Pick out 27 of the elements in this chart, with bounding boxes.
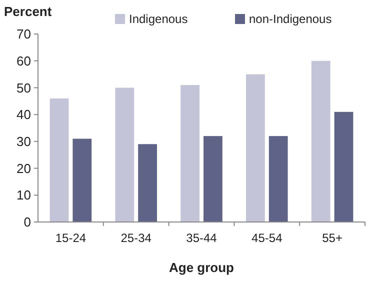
x-tick-label: 15-24 xyxy=(55,231,86,245)
y-tick-label: 50 xyxy=(16,80,31,96)
y-tick-label: 30 xyxy=(16,134,31,149)
y-tick-label: 70 xyxy=(16,26,31,42)
x-tick-label: 55+ xyxy=(322,231,342,245)
bar xyxy=(72,138,92,222)
x-tick-label: 25-34 xyxy=(120,231,152,245)
y-tick-label: 60 xyxy=(16,53,31,68)
x-axis-title: Age group xyxy=(169,260,234,275)
bar xyxy=(50,98,69,222)
bar xyxy=(138,144,157,222)
bar xyxy=(268,136,288,222)
x-tick-label: 35-44 xyxy=(186,231,218,245)
bar xyxy=(246,74,265,222)
bar xyxy=(180,85,200,222)
legend-label: non-Indigenous xyxy=(249,12,332,26)
bar xyxy=(311,60,330,222)
y-tick-label: 40 xyxy=(16,107,31,122)
bar xyxy=(204,136,222,222)
legend-label: Indigenous xyxy=(129,12,188,26)
bar xyxy=(334,112,354,222)
y-tick-label: 0 xyxy=(24,214,31,230)
bar xyxy=(115,88,134,222)
y-tick-label: 20 xyxy=(16,160,31,176)
y-axis-title: Percent xyxy=(4,4,52,19)
y-tick-label: 10 xyxy=(16,188,31,203)
x-tick-label: 45-54 xyxy=(252,231,283,245)
